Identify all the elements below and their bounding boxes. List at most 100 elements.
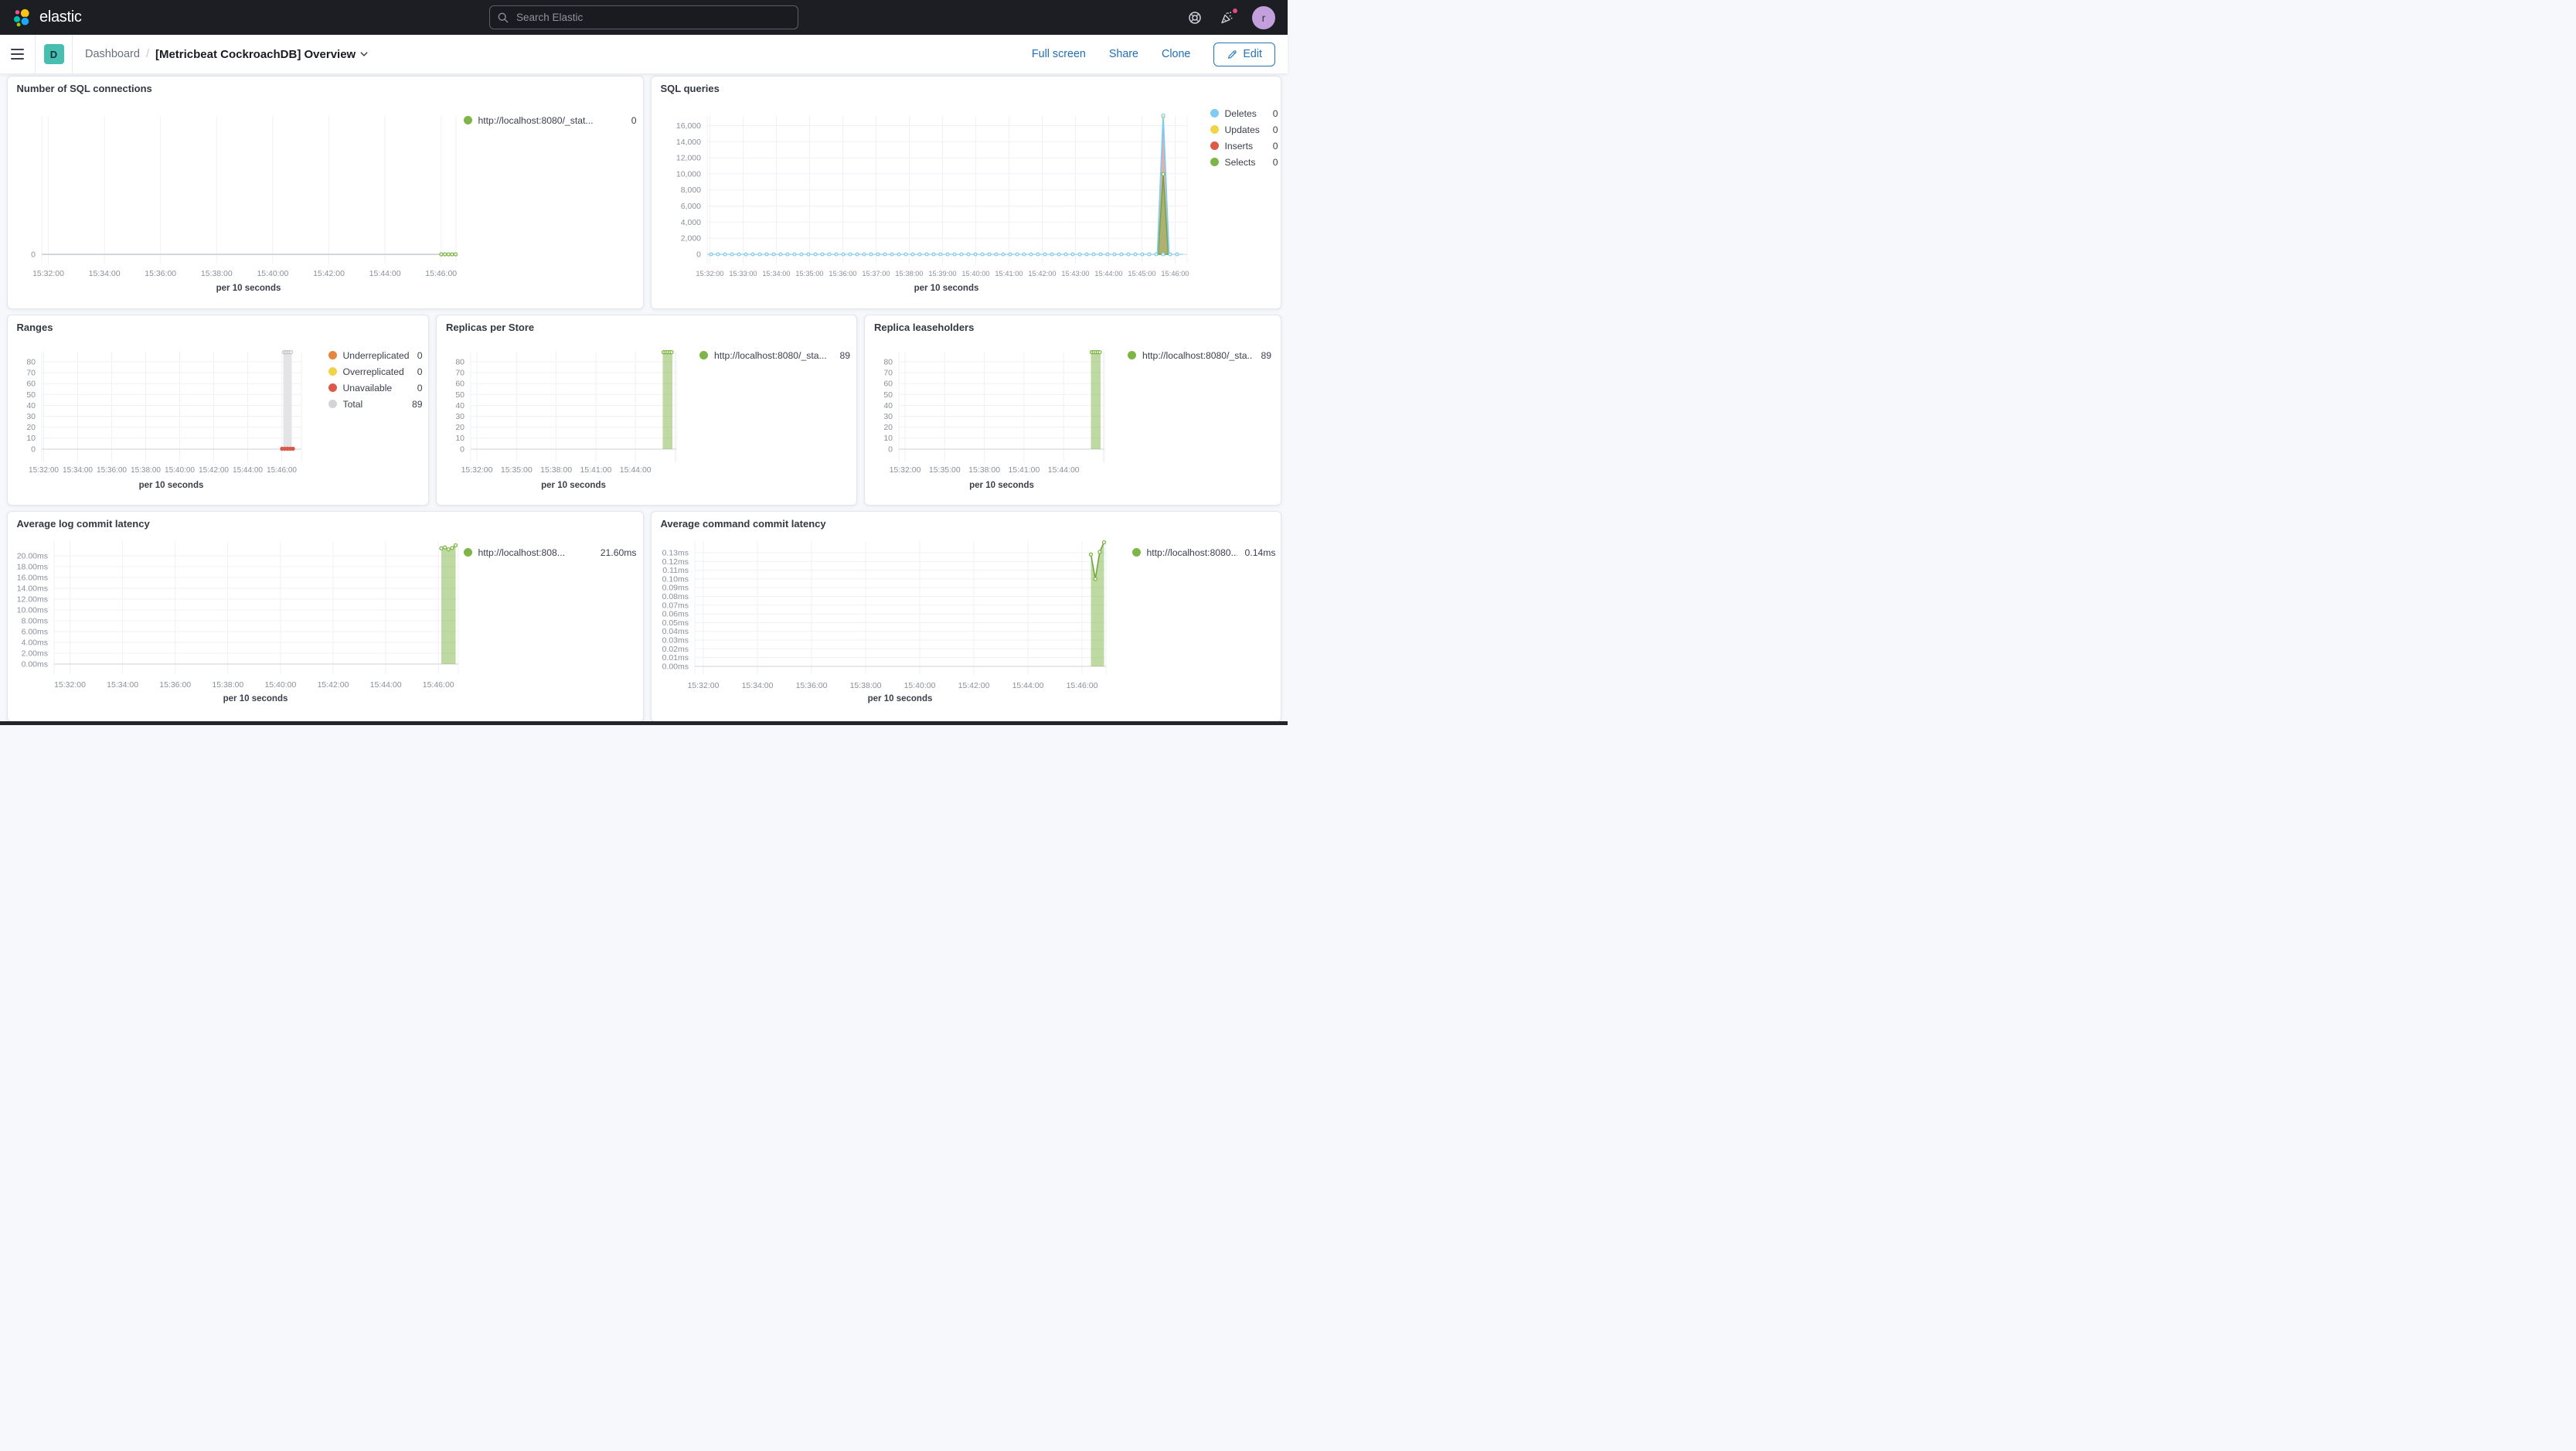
legend-item[interactable]: Inserts 0	[1210, 140, 1278, 152]
svg-text:12,000: 12,000	[675, 154, 700, 163]
legend-series-dot	[1128, 351, 1136, 359]
svg-text:30: 30	[26, 412, 36, 421]
legend-series-dot	[328, 351, 337, 359]
x-axis-title: per 10 seconds	[867, 694, 933, 703]
svg-text:15:34:00: 15:34:00	[762, 270, 790, 278]
legend-item[interactable]: Underreplicated 0	[328, 350, 423, 361]
svg-text:15:42:00: 15:42:00	[199, 466, 229, 475]
legend-series-value: 0	[1272, 156, 1278, 168]
help-button[interactable]	[1187, 10, 1203, 26]
svg-text:10,000: 10,000	[675, 169, 700, 179]
legend-series-label: http://localhost:8080...	[1146, 547, 1237, 558]
svg-text:15:44:00: 15:44:00	[369, 680, 401, 690]
panel-title: Ranges	[16, 322, 53, 333]
legend-item[interactable]: Updates 0	[1210, 124, 1278, 135]
legend-item[interactable]: Selects 0	[1210, 156, 1278, 168]
legend-item[interactable]: Overreplicated 0	[328, 366, 423, 377]
chart-plot-sql-connections[interactable]: 0 15:32:00 15:34:00 15:36:00 15:38:00 15:40:0…	[8, 77, 643, 308]
legend-item[interactable]: http://localhost:808... 21.60ms	[463, 547, 637, 558]
legend-item[interactable]: http://localhost:8080/_stat... 0	[463, 115, 637, 126]
share-button[interactable]: Share	[1108, 48, 1138, 60]
svg-text:80: 80	[455, 358, 464, 367]
svg-text:0.04ms: 0.04ms	[662, 627, 688, 636]
legend-series-dot	[1210, 125, 1219, 134]
legend-series-value: 89	[839, 349, 850, 361]
legend-series-dot	[328, 383, 337, 392]
chart-plot-command-commit-latency[interactable]: 0.13ms 0.12ms 0.11ms 0.10ms 0.09ms 0.08ms 0.07…	[652, 512, 1281, 721]
svg-text:4.00ms: 4.00ms	[21, 639, 47, 648]
panel-average-log-commit-latency: Average log commit latency 20.00ms 18.00m…	[6, 511, 644, 722]
clone-button[interactable]: Clone	[1162, 48, 1191, 60]
edit-button[interactable]: Edit	[1213, 42, 1275, 66]
elastic-logo-icon	[12, 8, 30, 28]
svg-text:15:36:00: 15:36:00	[829, 270, 856, 278]
panel-title: SQL queries	[660, 83, 720, 94]
dashboard-title-menu[interactable]: [Metricbeat CockroachDB] Overview	[155, 48, 369, 61]
user-avatar[interactable]: r	[1252, 5, 1275, 29]
svg-text:15:42:00: 15:42:00	[313, 269, 345, 278]
legend-item[interactable]: http://localhost:8080/_sta... 89	[1128, 349, 1271, 361]
svg-text:20: 20	[455, 423, 464, 432]
legend-item[interactable]: http://localhost:8080/_sta... 89	[699, 349, 850, 361]
svg-text:40: 40	[455, 401, 464, 410]
legend-series-label: Inserts	[1224, 140, 1254, 152]
legend-series-value: 0	[417, 382, 423, 393]
avatar-initial: r	[1261, 11, 1266, 24]
svg-text:15:41:00: 15:41:00	[995, 270, 1023, 278]
panel-title: Replicas per Store	[446, 322, 535, 333]
chart-plot-sql-queries[interactable]: 16,000 14,000 12,000 10,000 8,000 6,000 4,000 2…	[652, 77, 1281, 308]
legend-item[interactable]: Deletes 0	[1210, 108, 1278, 119]
svg-text:8,000: 8,000	[680, 186, 700, 195]
x-axis-title: per 10 seconds	[914, 284, 979, 293]
news-button[interactable]	[1220, 6, 1239, 26]
x-axis-title: per 10 seconds	[541, 481, 606, 490]
svg-text:6,000: 6,000	[680, 202, 700, 211]
search-input[interactable]	[515, 11, 790, 24]
svg-text:15:34:00: 15:34:00	[741, 681, 773, 690]
svg-text:15:42:00: 15:42:00	[317, 680, 349, 690]
svg-text:10: 10	[26, 434, 36, 443]
x-axis-title: per 10 seconds	[216, 284, 281, 293]
legend-item[interactable]: Total 89	[328, 399, 423, 410]
panel-title: Replica leaseholders	[874, 322, 975, 333]
legend-item[interactable]: http://localhost:8080... 0.14ms	[1131, 547, 1276, 558]
legend-series-label: Updates	[1224, 124, 1260, 135]
svg-text:0.00ms: 0.00ms	[662, 662, 688, 671]
svg-text:15:44:00: 15:44:00	[620, 465, 652, 475]
svg-text:0.01ms: 0.01ms	[662, 653, 688, 662]
chart-legend: http://localhost:8080/_sta... 89	[1128, 349, 1271, 361]
chart-plot-ranges[interactable]: 80 70 60 50 40 30 20 10 0 15:32:00 15:34:00 15:36:0…	[8, 315, 429, 505]
legend-series-value: 89	[1261, 349, 1271, 361]
svg-text:50: 50	[26, 390, 36, 400]
global-search[interactable]	[489, 5, 798, 29]
svg-text:14.00ms: 14.00ms	[16, 584, 47, 594]
svg-text:40: 40	[883, 401, 893, 410]
svg-text:15:44:00: 15:44:00	[1094, 270, 1122, 278]
svg-text:15:36:00: 15:36:00	[97, 466, 127, 475]
svg-text:2,000: 2,000	[680, 234, 700, 244]
svg-text:15:46:00: 15:46:00	[422, 680, 454, 690]
legend-series-dot	[328, 400, 337, 408]
chart-plot-replica-leaseholders[interactable]: 80 70 60 50 40 30 20 10 0 15:32:00 15:35:00 15:38:0…	[865, 315, 1281, 505]
svg-text:15:34:00: 15:34:00	[107, 680, 138, 690]
legend-series-value: 0	[1272, 140, 1278, 152]
svg-text:12.00ms: 12.00ms	[16, 595, 47, 605]
svg-text:60: 60	[455, 380, 464, 389]
dashboard-app-badge[interactable]: D	[43, 44, 64, 64]
svg-text:0: 0	[888, 444, 893, 454]
svg-text:16,000: 16,000	[675, 121, 700, 131]
dashboard-toolbar: D Dashboard / [Metricbeat CockroachDB] O…	[0, 35, 1288, 73]
chart-plot-replicas-per-store[interactable]: 80 70 60 50 40 30 20 10 0 15:32:00 15:35:00 15:38:0…	[437, 315, 856, 505]
svg-text:15:38:00: 15:38:00	[200, 269, 232, 278]
legend-series-label: http://localhost:808...	[478, 547, 565, 558]
svg-text:0: 0	[696, 250, 701, 259]
breadcrumb-dashboard-link[interactable]: Dashboard	[85, 48, 140, 60]
chart-plot-log-commit-latency[interactable]: 20.00ms 18.00ms 16.00ms 14.00ms 12.00ms 10.00…	[8, 512, 643, 721]
full-screen-button[interactable]: Full screen	[1031, 48, 1086, 60]
legend-item[interactable]: Unavailable 0	[328, 383, 423, 393]
svg-text:15:33:00: 15:33:00	[729, 270, 757, 278]
svg-text:0.05ms: 0.05ms	[662, 618, 688, 628]
svg-text:15:43:00: 15:43:00	[1061, 270, 1089, 278]
elastic-logo[interactable]: elastic	[12, 8, 82, 28]
menu-button[interactable]	[0, 35, 36, 73]
